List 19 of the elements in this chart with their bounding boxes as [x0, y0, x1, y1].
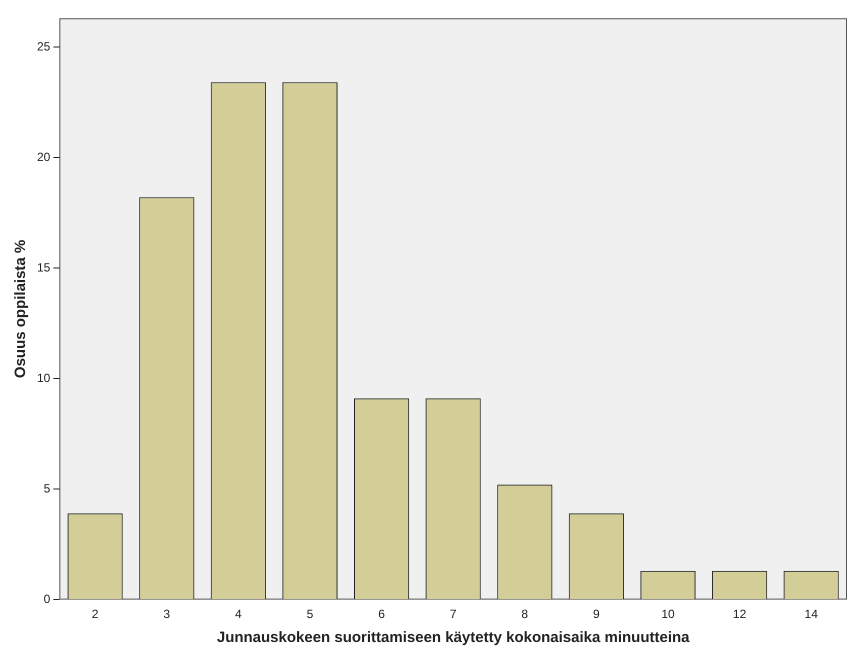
x-tick-label: 10 — [661, 607, 675, 622]
y-tick-label: 0 — [44, 592, 51, 606]
x-tick-label: 2 — [92, 607, 99, 622]
x-tick-label: 5 — [306, 607, 314, 622]
x-tick-label: 14 — [804, 607, 818, 622]
x-axis-title: Junnauskokeen suorittamiseen käytetty kokonaisaika minuutteina — [216, 629, 690, 646]
x-tick-label: 8 — [521, 607, 528, 622]
y-tick-label: 25 — [36, 39, 51, 54]
y-tick-label: 20 — [36, 150, 51, 164]
x-tick-label: 4 — [235, 607, 242, 622]
y-axis-title: Osuus oppilaista % — [12, 240, 30, 378]
y-tick-label: 5 — [44, 481, 51, 496]
y-tick-label: 10 — [36, 370, 51, 385]
x-tick-label: 7 — [450, 607, 457, 622]
x-tick-label: 9 — [593, 607, 600, 622]
x-tick-label: 12 — [732, 607, 747, 622]
y-tick-label: 15 — [36, 260, 51, 274]
x-tick-label: 6 — [378, 607, 386, 622]
x-tick-label: 3 — [163, 607, 170, 622]
